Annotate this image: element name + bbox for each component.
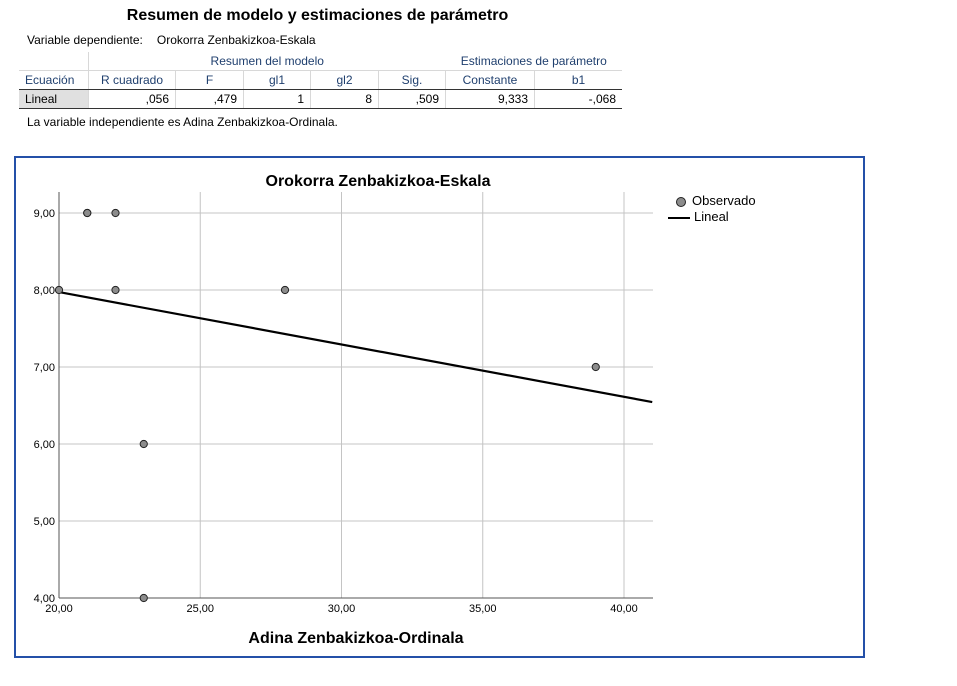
y-tick-label: 9,00 — [34, 208, 55, 220]
legend-label-observed: Observado — [692, 193, 756, 208]
cell-df2: 8 — [310, 89, 379, 109]
col-header-r-squared: R cuadrado — [88, 70, 176, 90]
col-header-equation: Ecuación — [19, 70, 89, 90]
table-row: Lineal ,056 ,479 1 8 ,509 9,333 -,068 — [19, 89, 622, 109]
cell-f: ,479 — [175, 89, 244, 109]
chart-title: Orokorra Zenbakizkoa-Eskala — [266, 173, 491, 190]
dependent-variable-label: Variable dependiente: — [27, 33, 143, 47]
data-point — [139, 593, 148, 603]
legend-item-linear: Lineal — [668, 209, 756, 225]
chart-legend: Observado Lineal — [668, 193, 756, 225]
chart-frame — [14, 156, 865, 658]
data-point — [111, 285, 120, 295]
dependent-variable-value: Orokorra Zenbakizkoa-Eskala — [156, 33, 316, 47]
y-tick-label: 5,00 — [34, 516, 55, 528]
fit-line — [58, 290, 653, 404]
col-header-b1: b1 — [534, 70, 622, 90]
legend-item-observed: Observado — [668, 193, 756, 209]
col-header-constant: Constante — [445, 70, 535, 90]
data-point — [280, 285, 290, 295]
x-tick-label: 40,00 — [610, 603, 638, 615]
data-point — [111, 208, 120, 218]
legend-marker-observed — [676, 196, 686, 207]
group-header-model: Resumen del modelo — [88, 52, 446, 71]
legend-marker-linear — [668, 216, 690, 219]
group-header-params: Estimaciones de parámetro — [445, 52, 622, 71]
cell-sig: ,509 — [378, 89, 446, 109]
y-tick-label: 6,00 — [34, 439, 55, 451]
cell-b1: -,068 — [534, 89, 622, 109]
data-point — [591, 362, 600, 372]
data-point — [139, 439, 148, 449]
y-tick-label: 4,00 — [34, 593, 55, 605]
data-point — [83, 208, 92, 218]
table-title: Resumen de modelo y estimaciones de pará… — [126, 7, 509, 24]
table-footnote: La variable independiente es Adina Zenba… — [27, 115, 338, 129]
dependent-variable-line: Variable dependiente: Orokorra Zenbakizko… — [27, 33, 316, 47]
x-tick-label: 20,00 — [45, 603, 73, 615]
col-header-f: F — [175, 70, 244, 90]
x-tick-label: 35,00 — [469, 603, 497, 615]
col-header-df2: gl2 — [310, 70, 379, 90]
x-tick-label: 30,00 — [328, 603, 356, 615]
cell-r-squared: ,056 — [88, 89, 176, 109]
col-header-df1: gl1 — [243, 70, 311, 90]
col-header-sig: Sig. — [378, 70, 446, 90]
cell-df1: 1 — [243, 89, 311, 109]
row-label-lineal: Lineal — [19, 89, 89, 109]
x-tick-label: 25,00 — [186, 603, 214, 615]
legend-label-linear: Lineal — [694, 209, 729, 224]
cell-constant: 9,333 — [445, 89, 535, 109]
data-point — [54, 285, 64, 295]
y-tick-label: 7,00 — [34, 362, 55, 374]
model-summary-table: Resumen del modelo Estimaciones de parám… — [19, 52, 622, 109]
x-axis-label: Adina Zenbakizkoa-Ordinala — [248, 630, 463, 647]
y-tick-label: 8,00 — [34, 285, 55, 297]
